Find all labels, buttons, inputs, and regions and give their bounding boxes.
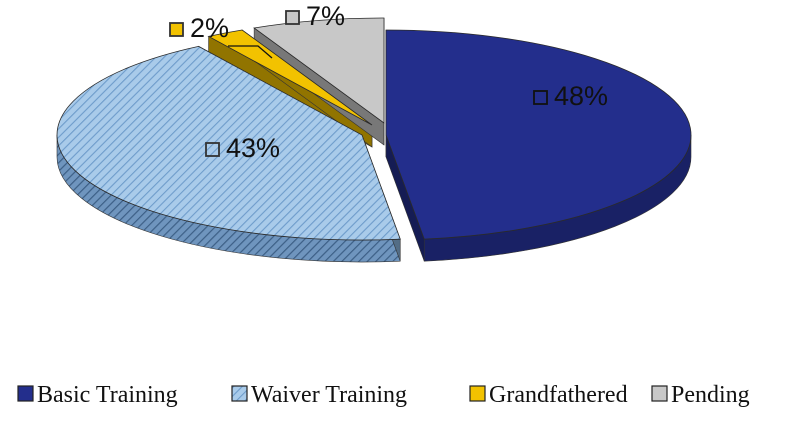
leader-line-grandfathered (228, 45, 273, 59)
legend: Basic Training Waiver Training Grandfather… (17, 382, 750, 408)
data-label-grandfathered: 2% (190, 13, 229, 43)
data-labels: 48% 43% 2% 7% (169, 1, 608, 163)
legend-swatch-basic-training (17, 385, 34, 402)
pie-slice-basic-training (385, 29, 692, 240)
pie-slice-waiver-training (56, 45, 401, 241)
data-label-pending: 7% (306, 1, 345, 31)
legend-label-basic-training: Basic Training (37, 382, 178, 408)
data-label-waiver-training: 43% (226, 133, 280, 163)
data-label-basic-training: 48% (554, 81, 608, 111)
legend-label-pending: Pending (671, 382, 750, 408)
legend-swatch-waiver-training (231, 385, 248, 402)
data-label-swatch-waiver-training (205, 142, 220, 157)
legend-label-waiver-training: Waiver Training (251, 382, 407, 408)
legend-swatch-grandfathered (469, 385, 486, 402)
legend-label-grandfathered: Grandfathered (489, 382, 628, 408)
data-label-swatch-pending (285, 10, 300, 25)
data-label-swatch-basic-training (533, 90, 548, 105)
data-label-swatch-grandfathered (169, 22, 184, 37)
pie-slice-grandfathered (207, 29, 373, 126)
legend-swatch-pending (651, 385, 668, 402)
pie-slice-tops (56, 17, 692, 241)
pie-slice-pending (253, 17, 385, 124)
